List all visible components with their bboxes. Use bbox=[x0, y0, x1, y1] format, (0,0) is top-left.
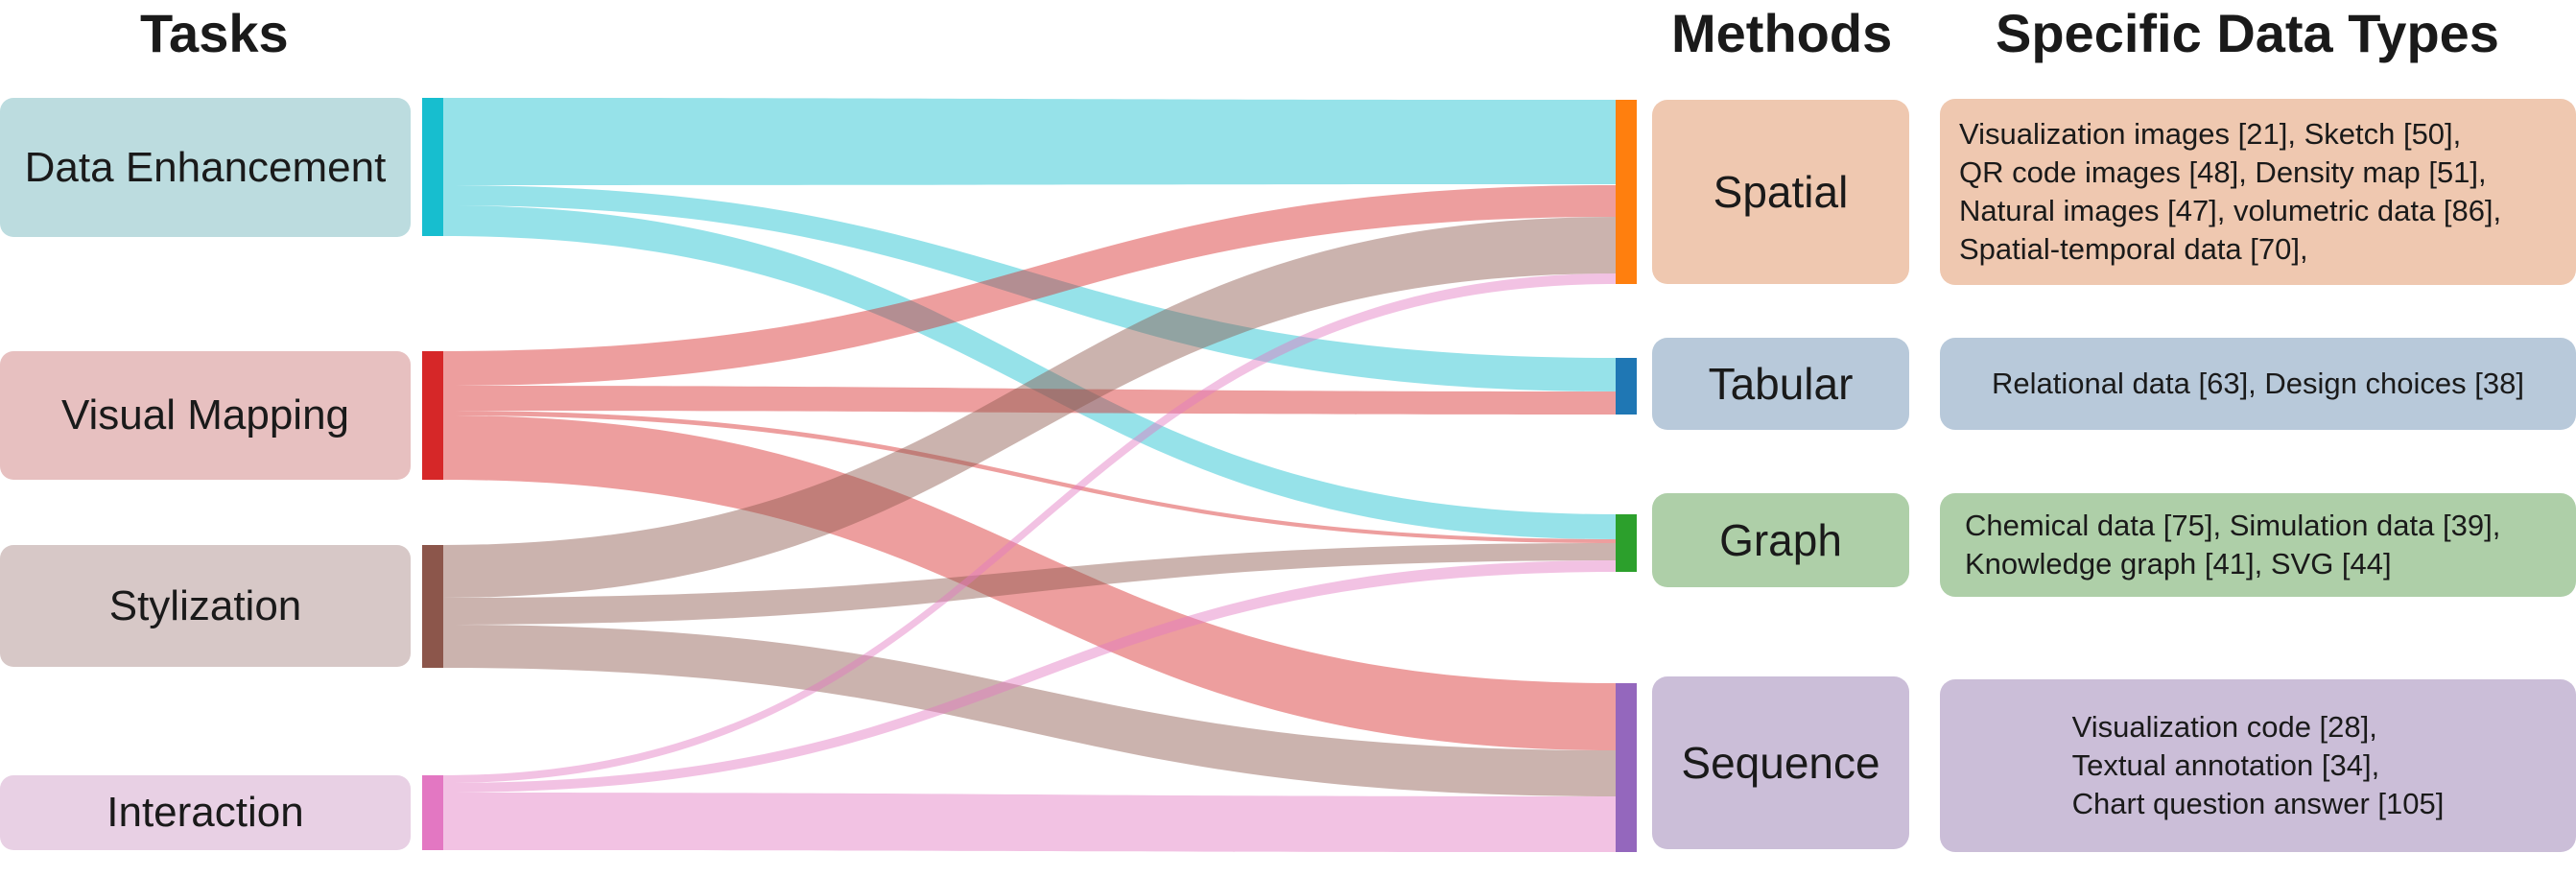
flow-stylization-to-sequence bbox=[443, 625, 1616, 796]
task-label: Data Enhancement bbox=[24, 143, 387, 191]
task-node-bar-enh bbox=[422, 98, 443, 236]
task-label: Visual Mapping bbox=[60, 391, 350, 438]
data-type-line: Chemical data [75], Simulation data [39]… bbox=[1965, 509, 2501, 542]
data-type-line: Knowledge graph [41], SVG [44] bbox=[1965, 547, 2392, 581]
flow-stylization-to-spatial bbox=[443, 217, 1616, 598]
data-type-line: Relational data [63], Design choices [38… bbox=[1992, 367, 2524, 400]
method-label: Tabular bbox=[1708, 359, 1854, 409]
flow-data-enhancement-to-tabular bbox=[443, 185, 1616, 391]
method-node-bar-gra bbox=[1616, 514, 1637, 572]
data-types-tabular: Relational data [63], Design choices [38… bbox=[1940, 338, 2576, 430]
flow-visual-mapping-to-spatial bbox=[443, 185, 1616, 386]
method-node-bar-spa bbox=[1616, 100, 1637, 284]
data-types-graph: Chemical data [75], Simulation data [39]… bbox=[1940, 493, 2576, 597]
tasks-header: Tasks bbox=[140, 3, 289, 63]
data-type-line: Textual annotation [34], bbox=[2071, 748, 2380, 782]
method-spatial: Spatial bbox=[1652, 100, 1909, 284]
flow-data-enhancement-to-graph bbox=[443, 205, 1616, 539]
data-type-line: Spatial-temporal data [70], bbox=[1959, 232, 2308, 266]
flow-data-enhancement-to-spatial bbox=[443, 98, 1616, 185]
data-types-header: Specific Data Types bbox=[1996, 3, 2499, 63]
method-label: Spatial bbox=[1713, 167, 1849, 217]
method-label: Graph bbox=[1719, 515, 1842, 565]
flow-visual-mapping-to-sequence bbox=[443, 415, 1616, 750]
data-type-line: Natural images [47], volumetric data [86… bbox=[1959, 194, 2502, 227]
method-node-bar-seq bbox=[1616, 683, 1637, 852]
data-types-sequence: Visualization code [28], Textual annotat… bbox=[1940, 679, 2576, 852]
task-node-bar-int bbox=[422, 775, 443, 850]
data-type-line: Visualization images [21], Sketch [50], bbox=[1959, 117, 2462, 151]
data-type-line: QR code images [48], Density map [51], bbox=[1959, 155, 2487, 189]
flow-stylization-to-graph bbox=[443, 543, 1616, 625]
method-graph: Graph bbox=[1652, 493, 1909, 587]
method-tabular: Tabular bbox=[1652, 338, 1909, 430]
flow-visual-mapping-to-graph bbox=[443, 411, 1616, 543]
task-data-enhancement: Data Enhancement bbox=[0, 98, 411, 237]
flow-interaction-to-graph bbox=[443, 560, 1616, 793]
flow-interaction-to-sequence bbox=[443, 793, 1616, 852]
method-node-bar-tab bbox=[1616, 358, 1637, 415]
task-stylization: Stylization bbox=[0, 545, 411, 667]
task-interaction: Interaction bbox=[0, 775, 411, 850]
task-node-bar-sty bbox=[422, 545, 443, 668]
task-node-bar-vis bbox=[422, 351, 443, 480]
flow-visual-mapping-to-tabular bbox=[443, 386, 1616, 415]
method-label: Sequence bbox=[1681, 738, 1880, 788]
flow-interaction-to-spatial bbox=[443, 273, 1616, 783]
methods-header: Methods bbox=[1671, 3, 1893, 63]
data-type-line: Chart question answer [105] bbox=[2071, 787, 2445, 820]
task-label: Stylization bbox=[108, 581, 302, 629]
data-types-spatial: Visualization images [21], Sketch [50], … bbox=[1940, 99, 2576, 285]
task-visual-mapping: Visual Mapping bbox=[0, 351, 411, 480]
data-type-line: Visualization code [28], bbox=[2071, 710, 2377, 744]
method-sequence: Sequence bbox=[1652, 676, 1909, 849]
task-label: Interaction bbox=[106, 789, 304, 836]
